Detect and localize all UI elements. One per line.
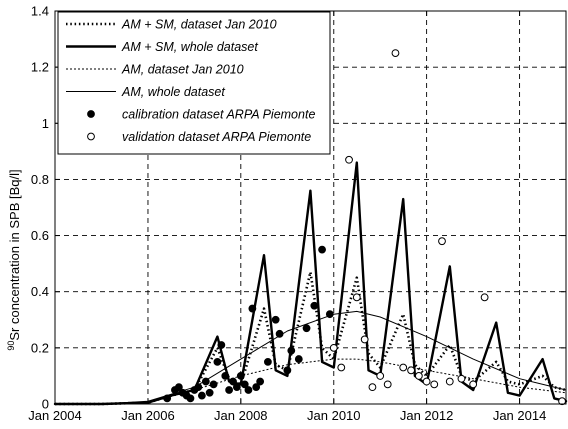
x-tick-label: Jan 2012 [400,408,454,423]
y-tick-label: 1 [42,116,49,131]
data-point-calibration-dataset-arpa-piemonte [302,324,311,333]
y-axis-label-superscript: 90 [6,341,16,351]
y-tick-label: 0 [42,397,49,412]
data-point-calibration-dataset-arpa-piemonte [310,301,319,310]
data-point-validation-dataset-arpa-piemonte [430,380,439,389]
y-axis-label-text: Sr concentration in SPB [Bq/l] [7,169,22,340]
tick-layer: Jan 2004 Jan 2006 Jan 2008 Jan 2010 Jan 2012… [28,4,566,423]
data-point-calibration-dataset-arpa-piemonte [252,383,261,392]
legend-label: AM + SM, whole dataset [121,40,258,54]
data-point-calibration-dataset-arpa-piemonte [271,315,280,324]
data-point-validation-dataset-arpa-piemonte [457,374,466,383]
plot-frame [54,10,567,405]
data-point-calibration-dataset-arpa-piemonte [217,341,226,349]
x-tick-label: Jan 2004 [28,408,82,423]
legend-label: AM, dataset Jan 2010 [121,63,244,77]
data-point-calibration-dataset-arpa-piemonte [294,355,303,363]
legend-marker [87,110,95,118]
data-point-validation-dataset-arpa-piemonte [360,335,369,344]
legend-label: AM, whole dataset [121,85,225,99]
data-point-validation-dataset-arpa-piemonte [376,372,385,380]
data-point-calibration-dataset-arpa-piemonte [197,391,206,400]
data-point-calibration-dataset-arpa-piemonte [236,372,245,380]
data-point-calibration-dataset-arpa-piemonte [174,383,183,392]
legend-label: AM + SM, dataset Jan 2010 [121,18,277,32]
data-point-validation-dataset-arpa-piemonte [352,293,361,302]
data-point-calibration-dataset-arpa-piemonte [163,394,172,403]
y-tick-label: 0.4 [31,284,49,299]
data-point-validation-dataset-arpa-piemonte [469,380,478,389]
data-point-calibration-dataset-arpa-piemonte [287,346,296,355]
data-point-calibration-dataset-arpa-piemonte [225,386,234,394]
x-tick-label: Jan 2006 [121,408,175,423]
data-point-calibration-dataset-arpa-piemonte [209,380,218,389]
data-point-calibration-dataset-arpa-piemonte [248,304,257,313]
legend-marker [87,132,95,141]
data-point-validation-dataset-arpa-piemonte [414,372,423,380]
x-tick-label: Jan 2014 [493,408,547,423]
data-point-calibration-dataset-arpa-piemonte [221,372,230,380]
series-line-am-sm-whole-dataset [53,161,568,406]
data-point-validation-dataset-arpa-piemonte [383,380,392,389]
legend-label: validation dataset ARPA Piemonte [122,130,311,144]
data-point-validation-dataset-arpa-piemonte [422,377,431,386]
x-tick-label: Jan 2008 [214,408,268,423]
data-point-calibration-dataset-arpa-piemonte [229,377,237,386]
data-point-calibration-dataset-arpa-piemonte [256,377,265,386]
data-point-calibration-dataset-arpa-piemonte [186,394,195,403]
data-point-calibration-dataset-arpa-piemonte [201,377,210,386]
data-point-calibration-dataset-arpa-piemonte [275,329,284,338]
y-tick-label: 1.2 [31,60,49,75]
data-point-validation-dataset-arpa-piemonte [407,366,415,375]
legend: AM + SM, dataset Jan 2010 AM + SM, whole … [57,11,331,155]
x-tick-label: Jan 2010 [307,408,361,423]
data-point-validation-dataset-arpa-piemonte [558,397,566,406]
data-point-calibration-dataset-arpa-piemonte [283,366,292,375]
data-point-calibration-dataset-arpa-piemonte [325,310,334,319]
y-axis-label: 90Sr concentration in SPB [Bq/l] [6,169,22,350]
legend-box [57,11,331,155]
data-point-validation-dataset-arpa-piemonte [480,293,489,302]
data-point-calibration-dataset-arpa-piemonte [205,388,214,397]
data-point-calibration-dataset-arpa-piemonte [244,386,253,394]
data-point-validation-dataset-arpa-piemonte [329,343,338,352]
y-tick-label: 0.2 [31,340,49,355]
data-point-validation-dataset-arpa-piemonte [391,49,400,58]
data-point-validation-dataset-arpa-piemonte [368,383,377,392]
data-point-validation-dataset-arpa-piemonte [438,237,446,246]
data-point-calibration-dataset-arpa-piemonte [213,357,222,366]
y-tick-label: 0.6 [31,228,49,243]
y-tick-label: 1.4 [31,4,49,19]
data-point-calibration-dataset-arpa-piemonte [194,383,203,392]
marker-layer [163,49,566,406]
data-point-calibration-dataset-arpa-piemonte [263,357,272,366]
series-line-am-sm-dataset-jan-2010 [55,270,567,406]
data-point-validation-dataset-arpa-piemonte [345,155,353,164]
data-point-validation-dataset-arpa-piemonte [445,377,454,386]
data-point-calibration-dataset-arpa-piemonte [318,245,326,254]
y-tick-label: 0.8 [31,172,49,187]
data-point-calibration-dataset-arpa-piemonte [232,383,241,392]
data-point-validation-dataset-arpa-piemonte [399,363,408,372]
data-point-calibration-dataset-arpa-piemonte [240,380,249,389]
legend-label: calibration dataset ARPA Piemonte [122,108,315,122]
data-point-validation-dataset-arpa-piemonte [337,363,346,372]
